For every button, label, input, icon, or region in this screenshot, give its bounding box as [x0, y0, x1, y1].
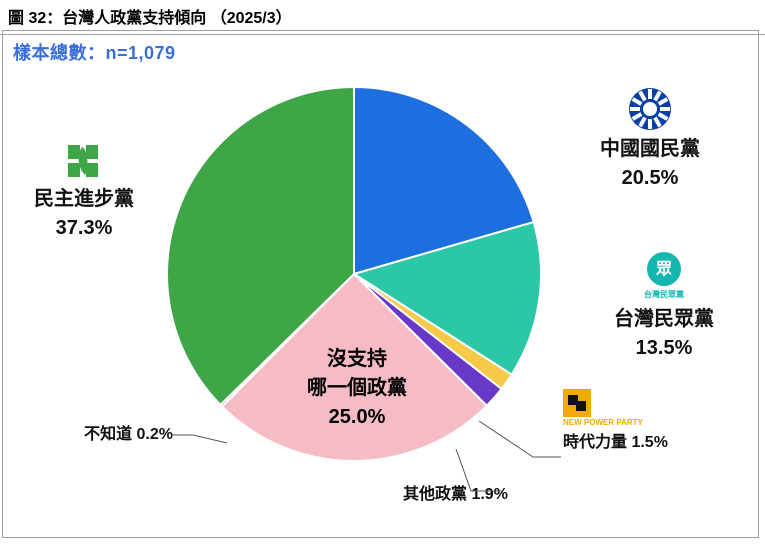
label-tpp-pct: 13.5% — [636, 337, 693, 359]
tpp-logo-subtext: 台灣民眾黨 — [579, 289, 749, 301]
label-kmt-pct: 20.5% — [622, 167, 679, 189]
sample-size-label: 樣本總數：n=1,079 — [13, 39, 176, 65]
tpp-logo-icon: 眾 — [646, 251, 682, 287]
npp-logo-icon — [563, 389, 591, 417]
label-npp-text: 時代力量 1.5% — [563, 434, 668, 451]
chart-container: 圖 32：台灣人政黨支持傾向 （2025/3） 樣本總數：n=1,079 — [0, 0, 765, 544]
label-kmt-name: 中國國民黨 — [600, 138, 700, 160]
label-dpp-pct: 37.3% — [56, 217, 113, 239]
npp-logo-subtext: NEW POWER PARTY — [563, 417, 743, 429]
label-kmt: 中國國民黨 20.5% — [565, 87, 735, 193]
label-none-l1: 沒支持 — [327, 348, 387, 370]
label-tpp: 眾 台灣民眾黨 台灣民眾黨 13.5% — [579, 251, 749, 363]
label-tpp-name: 台灣民眾黨 — [614, 308, 714, 330]
label-none-pct: 25.0% — [329, 406, 386, 428]
label-npp: NEW POWER PARTY 時代力量 1.5% — [563, 389, 743, 454]
label-dk: 不知道 0.2% — [33, 423, 173, 446]
label-dpp-name: 民主進步黨 — [34, 188, 134, 210]
label-dk-text: 不知道 0.2% — [84, 426, 173, 443]
label-other: 其他政黨 1.9% — [403, 483, 603, 506]
label-other-text: 其他政黨 1.9% — [403, 486, 508, 503]
svg-text:眾: 眾 — [655, 260, 672, 278]
dpp-logo-icon — [62, 141, 106, 181]
chart-body: 樣本總數：n=1,079 中國國民黨 20.5% — [2, 30, 759, 538]
label-none: 沒支持 哪一個政黨 25.0% — [267, 345, 447, 432]
label-dpp: 民主進步黨 37.3% — [0, 141, 169, 243]
label-none-l2: 哪一個政黨 — [307, 377, 407, 399]
kmt-logo-icon — [628, 87, 672, 131]
